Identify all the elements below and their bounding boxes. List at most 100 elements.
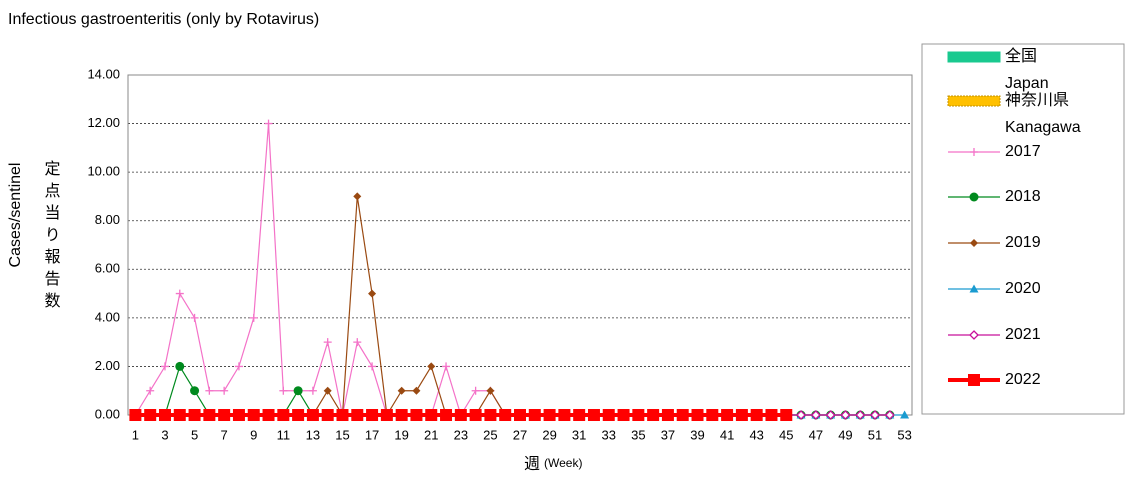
marker xyxy=(587,409,600,421)
legend-label: 神奈川県 Kanagawa xyxy=(1005,91,1081,136)
y-axis-label-ja: 定点当り報告数 xyxy=(42,160,61,314)
marker xyxy=(661,409,674,421)
marker xyxy=(469,409,482,421)
legend-marker xyxy=(968,374,980,386)
marker xyxy=(205,386,214,395)
marker xyxy=(321,409,334,421)
marker xyxy=(471,386,480,395)
marker xyxy=(484,409,497,421)
x-tick-label: 35 xyxy=(631,427,645,442)
marker xyxy=(825,410,836,420)
y-tick-label: 2.00 xyxy=(95,358,120,373)
marker xyxy=(308,386,317,395)
x-tick-label: 29 xyxy=(542,427,556,442)
x-tick-label: 41 xyxy=(720,427,734,442)
y-tick-label: 10.00 xyxy=(87,164,120,179)
x-tick-label: 51 xyxy=(868,427,882,442)
x-axis-label-sub: (Week) xyxy=(544,456,582,470)
legend-label: 2017 xyxy=(1005,143,1041,160)
marker xyxy=(277,409,290,421)
legend-marker xyxy=(969,284,979,293)
x-tick-label: 5 xyxy=(191,427,198,442)
legend-label: 2021 xyxy=(1005,326,1041,343)
marker xyxy=(706,409,719,421)
legend-label: 全国 Japan xyxy=(1005,47,1049,92)
x-tick-label: 25 xyxy=(483,427,497,442)
legend-marker xyxy=(970,239,978,247)
marker xyxy=(188,409,201,421)
marker xyxy=(870,410,880,420)
marker xyxy=(190,313,199,322)
x-tick-label: 45 xyxy=(779,427,793,442)
marker xyxy=(840,410,851,420)
x-tick-label: 53 xyxy=(897,427,911,442)
marker xyxy=(676,409,689,421)
marker xyxy=(380,409,393,421)
marker xyxy=(175,361,185,371)
marker xyxy=(306,409,319,421)
marker xyxy=(232,409,245,421)
x-tick-label: 11 xyxy=(277,427,291,442)
marker xyxy=(410,409,423,421)
marker xyxy=(395,409,408,421)
marker xyxy=(425,409,438,421)
y-tick-label: 6.00 xyxy=(95,261,120,276)
marker xyxy=(514,409,526,421)
x-tick-label: 37 xyxy=(661,427,675,442)
marker xyxy=(796,410,806,420)
marker xyxy=(543,409,556,421)
marker xyxy=(203,409,216,421)
marker xyxy=(292,409,305,421)
marker xyxy=(353,192,362,201)
marker xyxy=(528,409,541,421)
marker xyxy=(351,409,364,421)
marker xyxy=(499,409,512,421)
series xyxy=(129,409,793,421)
y-tick-label: 8.00 xyxy=(95,212,120,227)
marker xyxy=(486,386,495,395)
legend-marker xyxy=(969,330,979,340)
marker xyxy=(262,409,275,421)
marker xyxy=(218,409,231,421)
marker xyxy=(366,409,379,421)
marker xyxy=(427,362,436,371)
x-tick-label: 43 xyxy=(749,427,763,442)
marker xyxy=(160,362,169,371)
y-tick-label: 4.00 xyxy=(95,309,120,324)
marker xyxy=(558,409,571,421)
marker xyxy=(573,409,586,421)
marker xyxy=(454,409,467,421)
marker xyxy=(765,409,778,421)
marker xyxy=(900,410,910,419)
marker xyxy=(247,409,260,421)
x-tick-label: 3 xyxy=(161,427,168,442)
x-tick-label: 39 xyxy=(690,427,704,442)
legend-label: 2022 xyxy=(1005,371,1041,388)
marker xyxy=(632,409,645,421)
marker xyxy=(353,338,362,347)
series-line xyxy=(135,364,890,416)
x-tick-label: 47 xyxy=(809,427,823,442)
x-tick-label: 21 xyxy=(424,427,438,442)
legend-label: 2019 xyxy=(1005,234,1041,251)
legend-label: 2018 xyxy=(1005,188,1041,205)
marker xyxy=(144,409,157,421)
marker xyxy=(190,386,200,396)
x-tick-label: 33 xyxy=(602,427,616,442)
x-tick-label: 23 xyxy=(454,427,468,442)
y-tick-label: 14.00 xyxy=(87,66,120,81)
x-tick-label: 1 xyxy=(132,427,139,442)
marker xyxy=(780,409,793,421)
marker xyxy=(884,410,895,420)
marker xyxy=(264,119,273,128)
x-tick-label: 17 xyxy=(365,427,379,442)
marker xyxy=(412,386,421,395)
y-tick-label: 0.00 xyxy=(95,406,120,421)
legend-swatch xyxy=(947,95,1001,107)
x-axis-label: 週 xyxy=(524,455,540,473)
y-axis-label: Cases/sentinel xyxy=(7,163,24,268)
marker xyxy=(368,289,377,298)
x-tick-label: 19 xyxy=(394,427,408,442)
marker xyxy=(234,362,243,371)
